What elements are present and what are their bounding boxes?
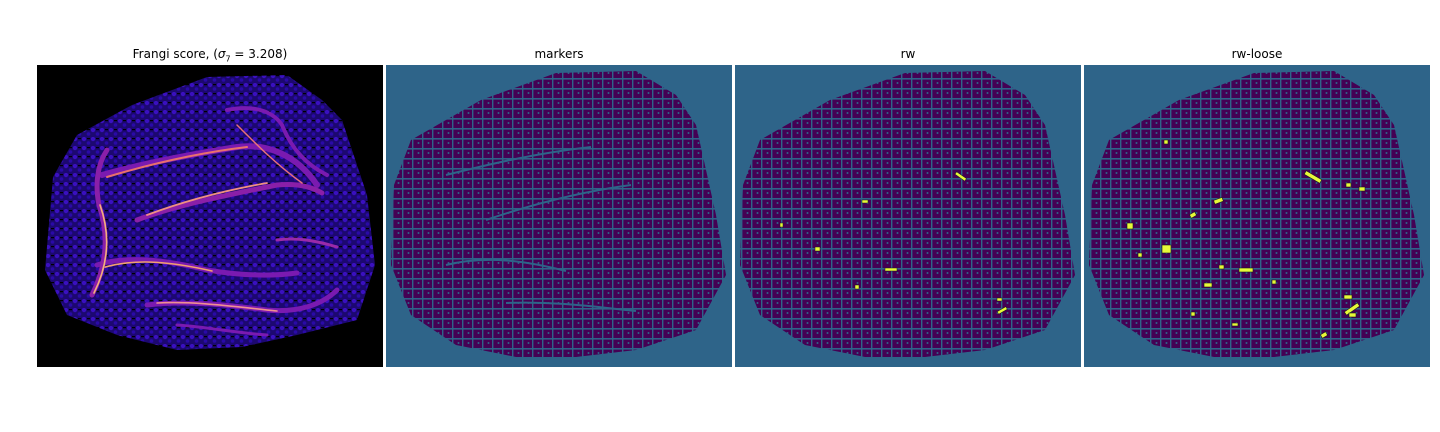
rw-loose-image xyxy=(1084,65,1430,367)
rw-highlight-regions xyxy=(779,171,1008,315)
panel-title-frangi: Frangi score, (σ7 = 3.208) xyxy=(132,47,288,64)
markers-channels xyxy=(445,146,637,312)
panel-title-rw: rw xyxy=(900,47,916,61)
rw-loose-highlight-regions xyxy=(1126,139,1366,339)
frangi-score-canvas xyxy=(37,65,383,367)
rw-canvas xyxy=(735,65,1081,367)
markers-image xyxy=(386,65,732,367)
frangi-score-image xyxy=(37,65,383,367)
rw-image xyxy=(735,65,1081,367)
panel-title-rw-loose: rw-loose xyxy=(1231,47,1283,61)
vessel-ridges xyxy=(89,106,340,337)
markers-canvas xyxy=(386,65,732,367)
rw-loose-canvas xyxy=(1084,65,1430,367)
panel-title-markers: markers xyxy=(534,47,584,61)
